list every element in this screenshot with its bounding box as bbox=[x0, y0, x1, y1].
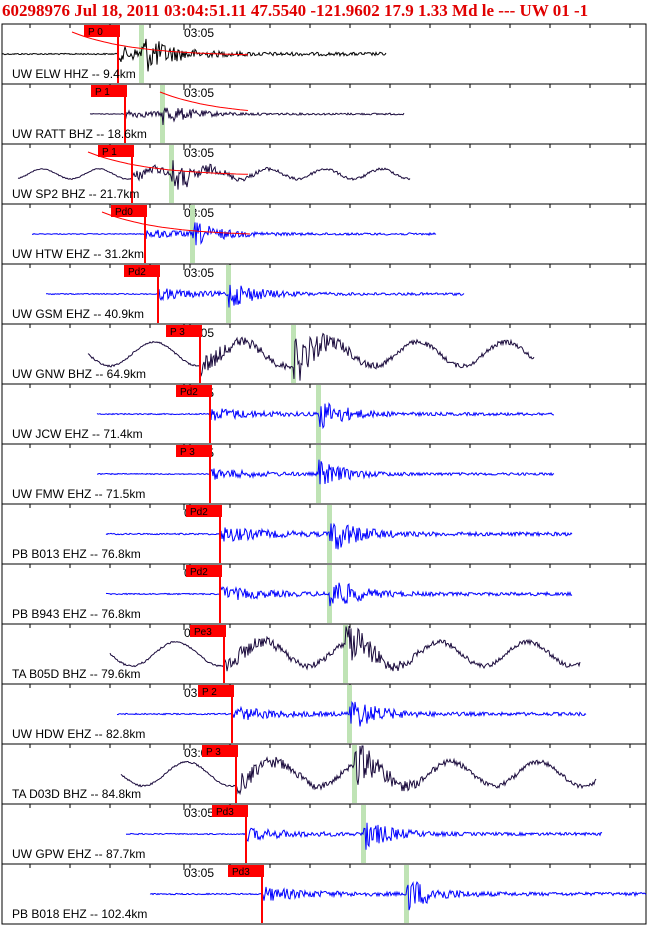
time-label: 03:05 bbox=[184, 26, 214, 40]
pick-box[interactable] bbox=[228, 865, 264, 877]
trace-panel: 03:05 Pd3 UW GPW EHZ -- 87.7km bbox=[1, 803, 647, 865]
station-label: UW JCW EHZ -- 71.4km bbox=[12, 427, 143, 441]
trace-panel: 03:05 P 1 UW RATT BHZ -- 18.6km bbox=[1, 83, 647, 145]
pick-box[interactable] bbox=[186, 505, 222, 517]
amplitude-curve bbox=[159, 91, 249, 111]
waveform bbox=[1, 38, 387, 72]
panel-frame bbox=[1, 743, 647, 805]
pick-label: P 0 bbox=[88, 27, 103, 38]
pick-label: Pd3 bbox=[232, 867, 250, 878]
station-label: UW HTW EHZ -- 31.2km bbox=[12, 247, 144, 261]
time-label: 03:05 bbox=[184, 206, 214, 220]
trace-panel: 03:05P 3UW GNW BHZ -- 64.9km bbox=[1, 323, 647, 385]
phase-marker bbox=[343, 625, 348, 683]
pick-label: Pd2 bbox=[128, 267, 146, 278]
pick-label: Pd2 bbox=[190, 507, 208, 518]
pick-label: Pe3 bbox=[194, 627, 212, 638]
trace-panel: 03:05P 3UW FMW EHZ -- 71.5km bbox=[1, 443, 647, 505]
station-label: UW FMW EHZ -- 71.5km bbox=[12, 487, 145, 501]
pick-label: P 3 bbox=[206, 747, 221, 758]
waveform bbox=[87, 332, 535, 381]
trace-panel: 03:05Pd2PB B013 EHZ -- 76.8km bbox=[1, 503, 647, 565]
station-label: PB B018 EHZ -- 102.4km bbox=[12, 907, 147, 921]
pick-box[interactable] bbox=[186, 565, 222, 577]
station-label: UW GNW BHZ -- 64.9km bbox=[12, 367, 146, 381]
waveform bbox=[149, 881, 647, 911]
trace-panel: 03:05Pe3TA B05D BHZ -- 79.6km bbox=[1, 623, 647, 685]
pick-box[interactable] bbox=[124, 265, 160, 277]
pick-box[interactable] bbox=[166, 325, 202, 337]
waveform bbox=[120, 745, 597, 796]
waveform bbox=[97, 459, 555, 485]
pick-box[interactable] bbox=[98, 145, 134, 157]
trace-panel: 03:05P 2UW HDW EHZ -- 82.8km bbox=[1, 683, 647, 745]
time-label: 03:05 bbox=[184, 866, 214, 880]
waveform bbox=[105, 522, 573, 550]
time-label: 03:05 bbox=[184, 146, 214, 160]
pick-label: Pd2 bbox=[190, 567, 208, 578]
pick-label: Pd2 bbox=[180, 387, 198, 398]
pick-label: Pd3 bbox=[216, 807, 234, 818]
pick-label: P 3 bbox=[180, 447, 195, 458]
station-label: PB B013 EHZ -- 76.8km bbox=[12, 547, 141, 561]
trace-panel: 03:05P 3TA D03D BHZ -- 84.8km bbox=[1, 743, 647, 805]
waveform bbox=[125, 822, 603, 850]
station-label: TA B05D BHZ -- 79.6km bbox=[12, 667, 140, 681]
trace-panel: 03:05 Pd2 UW GSM EHZ -- 40.9km bbox=[1, 263, 647, 325]
waveform bbox=[31, 222, 437, 246]
pick-label: P 1 bbox=[102, 147, 117, 158]
trace-panel: 03:05Pd2PB B943 EHZ -- 76.8km bbox=[1, 563, 647, 625]
station-label: UW SP2 BHZ -- 21.7km bbox=[12, 187, 139, 201]
trace-panel: 03:05 Pd0 UW HTW EHZ -- 31.2km bbox=[1, 203, 647, 265]
time-label: 03:05 bbox=[184, 806, 214, 820]
station-label: UW GPW EHZ -- 87.7km bbox=[12, 847, 145, 861]
amplitude-curve bbox=[87, 151, 249, 175]
phase-marker bbox=[352, 745, 357, 803]
waveform bbox=[105, 582, 573, 607]
waveform bbox=[17, 160, 411, 190]
pick-box[interactable] bbox=[202, 745, 238, 757]
pick-label: P 2 bbox=[202, 687, 217, 698]
pick-box[interactable] bbox=[111, 205, 147, 217]
panel-frame bbox=[1, 623, 647, 685]
pick-box[interactable] bbox=[176, 445, 212, 457]
panel-frame bbox=[1, 863, 647, 925]
pick-box[interactable] bbox=[91, 85, 127, 97]
station-label: UW GSM EHZ -- 40.9km bbox=[12, 307, 144, 321]
waveform bbox=[96, 402, 554, 430]
pick-label: P 3 bbox=[170, 327, 185, 338]
pick-box[interactable] bbox=[198, 685, 234, 697]
trace-panel: 03:05 Pd3 PB B018 EHZ -- 102.4km bbox=[1, 863, 647, 925]
pick-label: Pd0 bbox=[115, 207, 133, 218]
time-label: 03:05 bbox=[184, 266, 214, 280]
station-label: UW RATT BHZ -- 18.6km bbox=[12, 127, 147, 141]
pick-box[interactable] bbox=[190, 625, 226, 637]
waveform bbox=[46, 284, 465, 308]
waveform bbox=[109, 625, 581, 672]
amplitude-curve bbox=[71, 31, 249, 56]
pick-label: P 1 bbox=[95, 87, 110, 98]
trace-panel: 03:05 P 0 UW ELW HHZ -- 9.4km bbox=[1, 23, 647, 85]
station-label: PB B943 EHZ -- 76.8km bbox=[12, 607, 141, 621]
time-label: 03:05 bbox=[184, 86, 214, 100]
station-label: UW ELW HHZ -- 9.4km bbox=[12, 67, 136, 81]
station-label: UW HDW EHZ -- 82.8km bbox=[12, 727, 145, 741]
waveform bbox=[89, 107, 405, 126]
pick-box[interactable] bbox=[212, 805, 248, 817]
trace-panel: 03:05 P 1 UW SP2 BHZ -- 21.7km bbox=[1, 143, 647, 205]
event-header: 60298976 Jul 18, 2011 03:04:51.11 47.554… bbox=[0, 0, 649, 24]
phase-marker bbox=[291, 325, 296, 383]
amplitude-curve bbox=[101, 211, 251, 235]
phase-marker bbox=[226, 265, 231, 323]
phase-marker bbox=[169, 145, 174, 203]
waveform bbox=[116, 700, 587, 727]
station-label: TA D03D BHZ -- 84.8km bbox=[12, 787, 141, 801]
pick-box[interactable] bbox=[176, 385, 212, 397]
pick-box[interactable] bbox=[84, 25, 120, 37]
